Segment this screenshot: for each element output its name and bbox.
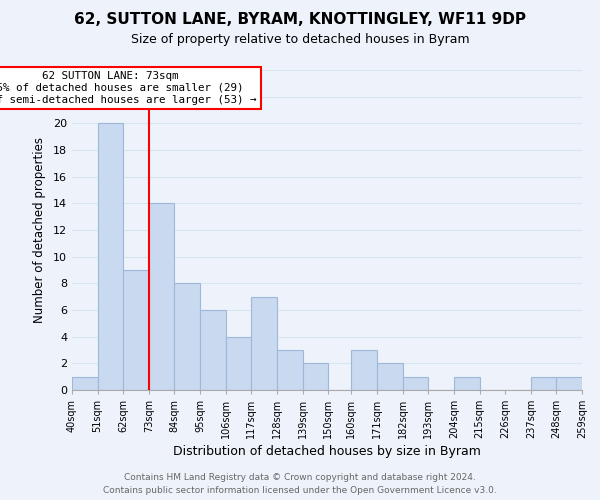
- Bar: [531, 376, 556, 390]
- Text: Size of property relative to detached houses in Byram: Size of property relative to detached ho…: [131, 32, 469, 46]
- Text: 62, SUTTON LANE, BYRAM, KNOTTINGLEY, WF11 9DP: 62, SUTTON LANE, BYRAM, KNOTTINGLEY, WF1…: [74, 12, 526, 28]
- Text: Contains HM Land Registry data © Crown copyright and database right 2024.
Contai: Contains HM Land Registry data © Crown c…: [103, 473, 497, 495]
- Bar: [454, 376, 479, 390]
- Bar: [556, 376, 582, 390]
- Bar: [277, 350, 302, 390]
- Y-axis label: Number of detached properties: Number of detached properties: [33, 137, 46, 323]
- Bar: [175, 284, 200, 390]
- Bar: [72, 376, 98, 390]
- Bar: [352, 350, 377, 390]
- Text: 62 SUTTON LANE: 73sqm
← 35% of detached houses are smaller (29)
65% of semi-deta: 62 SUTTON LANE: 73sqm ← 35% of detached …: [0, 72, 257, 104]
- Bar: [200, 310, 226, 390]
- Bar: [251, 296, 277, 390]
- Bar: [149, 204, 175, 390]
- Bar: [377, 364, 403, 390]
- Bar: [123, 270, 149, 390]
- Bar: [98, 124, 123, 390]
- Bar: [302, 364, 328, 390]
- Bar: [226, 336, 251, 390]
- X-axis label: Distribution of detached houses by size in Byram: Distribution of detached houses by size …: [173, 446, 481, 458]
- Bar: [403, 376, 428, 390]
